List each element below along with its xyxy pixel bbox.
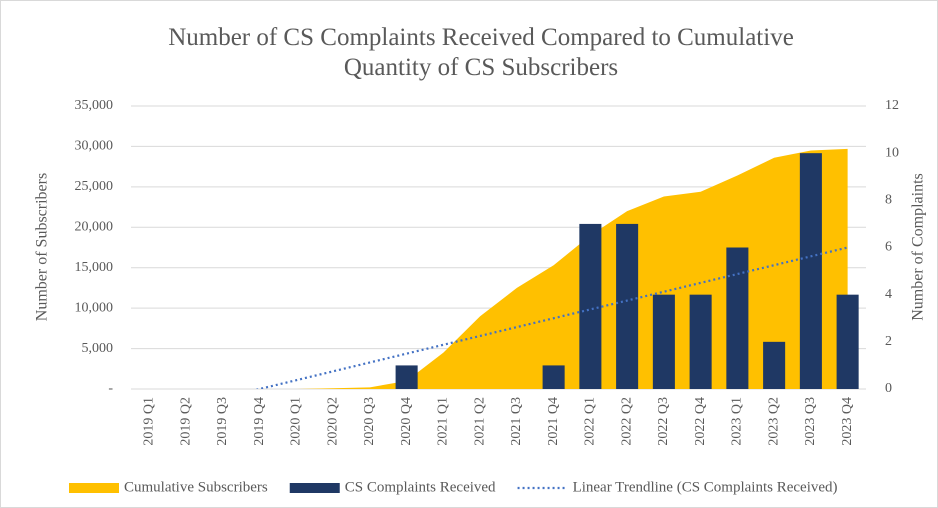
x-tick-label: 2019 Q1: [142, 397, 157, 446]
x-tick-label: 2019 Q2: [178, 397, 193, 446]
bar: [799, 153, 822, 389]
legend-swatch: [69, 483, 119, 493]
bar: [652, 294, 675, 389]
x-tick-label: 2021 Q4: [546, 397, 561, 446]
y2-tick-label: 6: [885, 240, 892, 255]
y-tick-label: 10,000: [75, 300, 114, 315]
x-tick-label: 2022 Q3: [656, 397, 671, 446]
y2-tick-label: 12: [885, 98, 899, 113]
bar: [689, 294, 712, 389]
y-tick-label: 20,000: [75, 220, 114, 235]
bar: [542, 365, 565, 389]
y2-tick-label: 4: [885, 287, 892, 302]
y2-tick-label: 2: [885, 334, 892, 349]
x-tick-label: 2023 Q3: [803, 397, 818, 446]
bar: [763, 341, 786, 389]
bar: [726, 247, 749, 389]
x-tick-label: 2023 Q2: [766, 397, 781, 446]
legend-label: CS Complaints Received: [345, 479, 496, 495]
y-tick-label: 15,000: [75, 260, 114, 275]
y-tick-label: 30,000: [75, 139, 114, 154]
y-tick-label: -: [108, 381, 113, 396]
y2-tick-label: 8: [885, 193, 892, 208]
x-tick-label: 2020 Q3: [362, 397, 377, 446]
legend-label: Cumulative Subscribers: [124, 479, 268, 495]
x-tick-label: 2022 Q2: [619, 397, 634, 446]
x-tick-label: 2023 Q1: [730, 397, 745, 446]
legend-label: Linear Trendline (CS Complaints Received…: [573, 479, 838, 495]
bar: [579, 223, 602, 389]
y2-tick-label: 0: [885, 381, 892, 396]
chart-title: Number of CS Complaints Received Compare…: [168, 24, 794, 81]
x-tick-label: 2020 Q4: [399, 397, 414, 446]
y-axis-label: Number of Subscribers: [34, 173, 51, 321]
legend-swatch: [289, 483, 340, 493]
x-tick-label: 2019 Q4: [252, 397, 267, 446]
bar: [836, 294, 859, 389]
series-layer: [149, 148, 859, 389]
bar: [395, 365, 418, 389]
bar: [616, 223, 639, 389]
y-tick-label: 5,000: [82, 341, 114, 356]
y-tick-label: 25,000: [75, 179, 114, 194]
y2-tick-label: 10: [885, 145, 899, 160]
x-tick-label: 2021 Q2: [472, 397, 487, 446]
x-tick-label: 2021 Q3: [509, 397, 524, 446]
x-tick-label: 2022 Q4: [693, 397, 708, 446]
x-tick-label: 2023 Q4: [840, 397, 855, 446]
x-tick-label: 2021 Q1: [436, 397, 451, 446]
x-tick-label: 2022 Q1: [583, 397, 598, 446]
y2-axis-label: Number of Complaints: [910, 173, 927, 321]
x-tick-label: 2020 Q1: [289, 397, 304, 446]
x-tick-label: 2019 Q3: [215, 397, 230, 446]
y-tick-label: 35,000: [75, 98, 114, 113]
x-tick-label: 2020 Q2: [325, 397, 340, 446]
